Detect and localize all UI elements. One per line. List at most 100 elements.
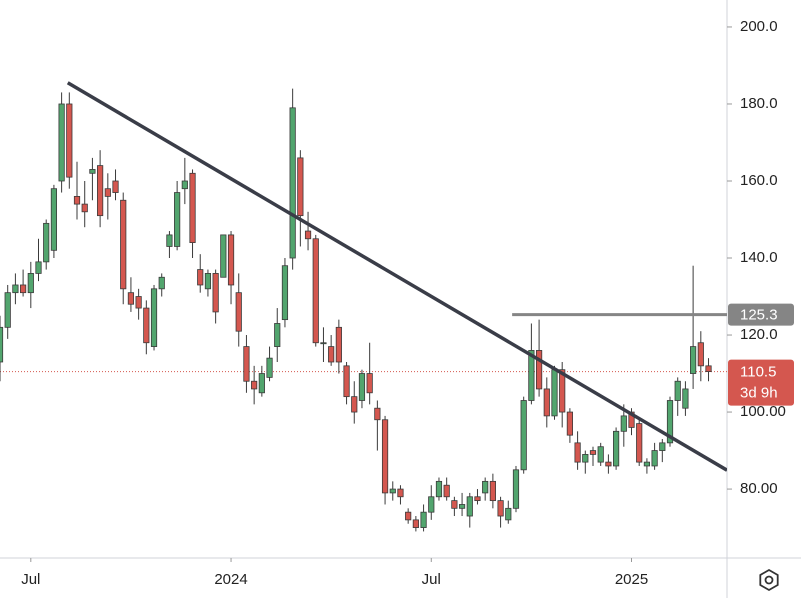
candle-body bbox=[374, 407, 381, 421]
trendline bbox=[66, 81, 727, 472]
candle-body bbox=[659, 442, 666, 451]
candle-body bbox=[566, 411, 573, 436]
countdown-label: 3d 9h bbox=[740, 385, 778, 402]
candle-body bbox=[466, 496, 473, 517]
candle-body bbox=[674, 380, 681, 401]
candle-body bbox=[158, 276, 165, 290]
candle-body bbox=[35, 261, 42, 274]
plot-area bbox=[0, 81, 727, 532]
x-tick-label: Jul bbox=[422, 571, 441, 588]
y-tick-label: 140.0 bbox=[740, 249, 778, 266]
candle-body bbox=[443, 484, 450, 498]
candle-body bbox=[451, 500, 458, 509]
candle-body bbox=[135, 296, 142, 309]
candle-body bbox=[643, 461, 651, 467]
candle-body bbox=[204, 273, 212, 290]
level-label-bg bbox=[728, 303, 794, 326]
candle-body bbox=[636, 423, 643, 463]
candle-body bbox=[174, 192, 181, 247]
candle-body bbox=[551, 369, 558, 417]
candle-body bbox=[220, 234, 227, 278]
candle-body bbox=[597, 446, 604, 463]
candle-body bbox=[535, 350, 543, 390]
candle-body bbox=[589, 450, 597, 455]
settings-icon[interactable] bbox=[759, 568, 779, 592]
candle-body bbox=[4, 292, 11, 328]
candle-body bbox=[150, 288, 158, 347]
candle-body bbox=[428, 496, 435, 513]
candle-body bbox=[304, 230, 312, 240]
candle-body bbox=[697, 342, 704, 367]
candle-body bbox=[227, 234, 235, 286]
candle-body bbox=[27, 273, 34, 294]
candle-body bbox=[412, 519, 419, 528]
level-label: 125.3 bbox=[740, 307, 778, 324]
candle-body bbox=[43, 222, 50, 263]
candle-body bbox=[497, 500, 504, 517]
candle-body bbox=[81, 203, 88, 213]
candle-body bbox=[628, 411, 635, 428]
candle-body bbox=[251, 380, 258, 390]
candle-body bbox=[89, 169, 96, 174]
candle-body bbox=[73, 195, 81, 205]
candle-body bbox=[474, 496, 481, 502]
candle-body bbox=[435, 480, 443, 498]
candle-body bbox=[528, 350, 535, 401]
candle-body bbox=[582, 454, 589, 463]
candle-body bbox=[166, 234, 173, 247]
candle-body bbox=[281, 265, 289, 321]
candle-body bbox=[50, 188, 58, 251]
candle-body bbox=[389, 488, 396, 494]
candle-body bbox=[320, 342, 327, 345]
candle-body bbox=[397, 488, 404, 498]
candle-body bbox=[266, 357, 273, 378]
last-price-label: 110.5 bbox=[740, 364, 776, 381]
candle-body bbox=[690, 346, 697, 374]
candle-body bbox=[489, 480, 496, 502]
candle-body bbox=[181, 180, 188, 190]
y-tick-label: 120.0 bbox=[740, 326, 778, 343]
candle-body bbox=[520, 400, 527, 471]
candle-body bbox=[505, 507, 512, 521]
candle-body bbox=[705, 365, 712, 373]
candle-body bbox=[328, 346, 335, 363]
candle-body bbox=[351, 396, 358, 413]
candle-body bbox=[104, 188, 111, 197]
candle-body bbox=[58, 103, 65, 182]
candle-body bbox=[358, 373, 366, 401]
y-tick-label: 80.00 bbox=[740, 480, 778, 497]
candle-body bbox=[274, 323, 281, 347]
candle-body bbox=[66, 103, 73, 178]
y-tick-label: 200.0 bbox=[740, 18, 778, 35]
x-tick-label: 2025 bbox=[615, 571, 648, 588]
candle-body bbox=[12, 284, 19, 294]
candle-body bbox=[420, 511, 427, 528]
candle-body bbox=[381, 419, 389, 494]
candle-body bbox=[197, 269, 204, 286]
candle-body bbox=[0, 326, 4, 363]
candle-body bbox=[97, 165, 104, 217]
candle-body bbox=[682, 388, 689, 409]
candle-body bbox=[189, 172, 196, 244]
last-price-label-bg bbox=[728, 359, 794, 406]
x-tick-label: 2024 bbox=[214, 571, 247, 588]
candle-body bbox=[343, 365, 350, 398]
candle-body bbox=[559, 369, 566, 413]
candle-body bbox=[20, 284, 27, 294]
candle-body bbox=[458, 504, 466, 509]
y-tick-label: 180.0 bbox=[740, 95, 778, 112]
candle-body bbox=[235, 292, 242, 332]
x-tick-label: Jul bbox=[21, 571, 40, 588]
candle-body bbox=[258, 373, 265, 394]
candle-body bbox=[405, 511, 412, 521]
candle-body bbox=[620, 415, 627, 432]
candle-body bbox=[605, 461, 612, 467]
candle-body bbox=[574, 442, 581, 463]
candle-body bbox=[543, 388, 550, 417]
candle-body bbox=[512, 469, 520, 509]
y-tick-label: 160.0 bbox=[740, 172, 778, 189]
candle-body bbox=[651, 450, 658, 467]
candle-body bbox=[289, 107, 296, 259]
